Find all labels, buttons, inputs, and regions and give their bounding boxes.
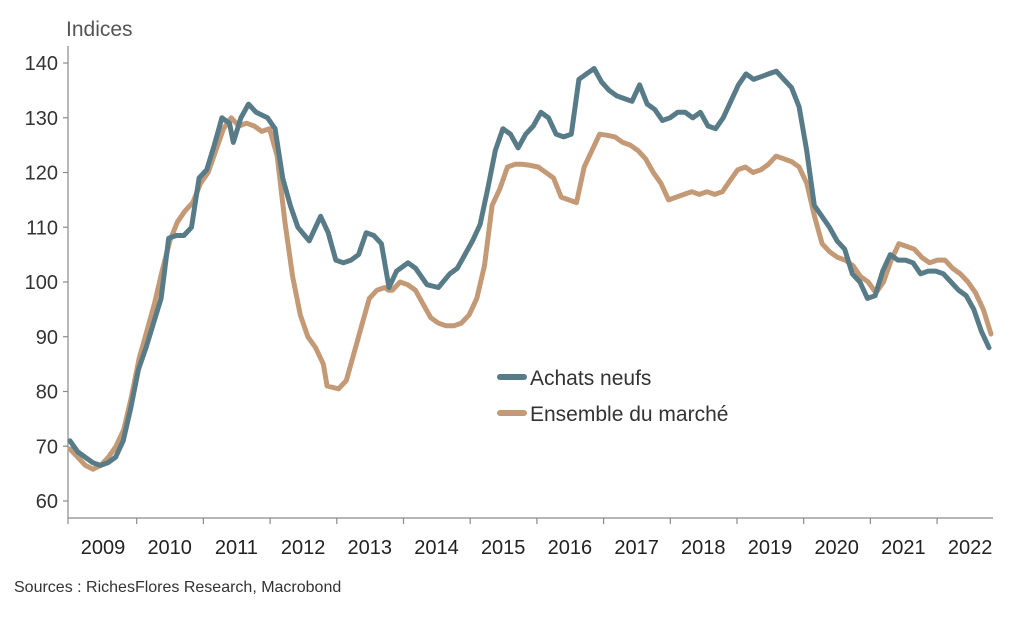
axes: 60 70 80 90 100 110 120 130 140 2009 2010 2011 2012 2… xyxy=(25,46,993,559)
y-tick-label-100: 100 xyxy=(25,272,58,294)
source-note: Sources : RichesFlores Research, Macrobo… xyxy=(14,579,341,596)
x-tick-label-2016: 2016 xyxy=(548,537,593,559)
x-tick-label-2013: 2013 xyxy=(348,537,393,559)
x-tick-label-2012: 2012 xyxy=(281,537,326,559)
x-tick-label-2017: 2017 xyxy=(614,537,659,559)
y-tick-label-60: 60 xyxy=(36,491,58,513)
legend: Achats neufs Ensemble du marché xyxy=(497,367,728,426)
series-line-ensemble-du-marche xyxy=(67,115,994,472)
x-tick-label-2018: 2018 xyxy=(681,537,726,559)
x-tick-label-2014: 2014 xyxy=(414,537,459,559)
y-tick-label-80: 80 xyxy=(36,382,58,404)
y-tick-label-90: 90 xyxy=(36,327,58,349)
x-tick-label-2011: 2011 xyxy=(215,537,258,559)
series-line-achats-neufs xyxy=(67,66,992,468)
x-tick-label-2015: 2015 xyxy=(481,537,526,559)
x-tick-label-2019: 2019 xyxy=(748,537,793,559)
y-tick-label-70: 70 xyxy=(36,436,58,458)
y-tick-label-130: 130 xyxy=(25,108,58,130)
x-tick-label-2010: 2010 xyxy=(147,537,192,559)
x-tick-label-2020: 2020 xyxy=(814,537,859,559)
y-axis-unit-label: Indices xyxy=(66,18,133,41)
y-tick-label-110: 110 xyxy=(26,217,58,239)
x-tick-label-2009: 2009 xyxy=(81,537,126,559)
x-tick-label-2021: 2021 xyxy=(881,537,926,559)
series-layer xyxy=(67,66,994,472)
x-tick-label-2022: 2022 xyxy=(948,537,993,559)
y-tick-label-140: 140 xyxy=(25,53,58,75)
y-tick-label-120: 120 xyxy=(25,163,58,185)
legend-label-achats-neufs: Achats neufs xyxy=(530,367,651,390)
legend-label-ensemble-du-marche: Ensemble du marché xyxy=(530,403,728,426)
